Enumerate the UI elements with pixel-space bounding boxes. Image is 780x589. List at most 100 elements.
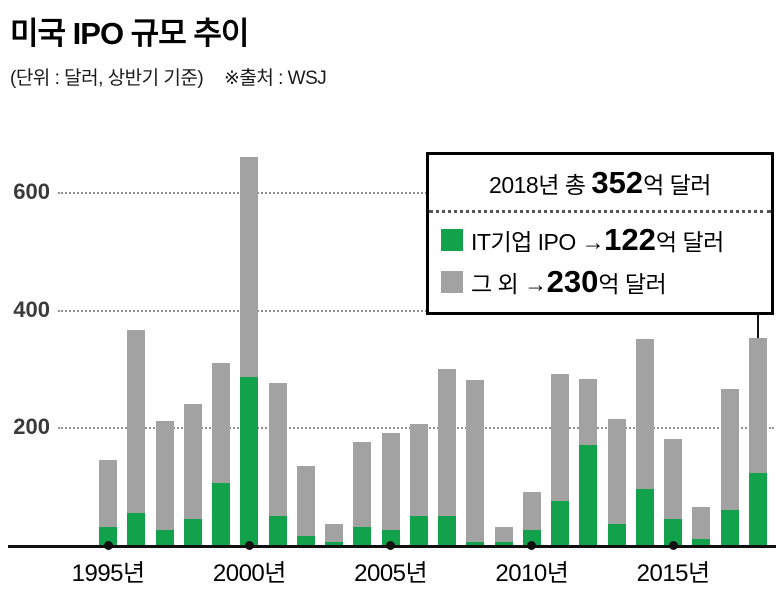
bar-2002-other-segment bbox=[296, 465, 315, 537]
bar-2002 bbox=[296, 465, 315, 545]
y-axis-label-200: 200 bbox=[13, 414, 50, 440]
bar-1997 bbox=[155, 421, 174, 545]
bar-2007-it-segment bbox=[438, 515, 457, 545]
bar-2018-it-segment bbox=[748, 473, 767, 545]
bar-1997-it-segment bbox=[155, 530, 174, 545]
bar-1996-it-segment bbox=[127, 512, 146, 545]
bar-2004-other-segment bbox=[353, 442, 372, 528]
bar-2017 bbox=[720, 389, 739, 545]
axis-tick-dot-2000년 bbox=[244, 541, 254, 550]
bar-2017-other-segment bbox=[720, 389, 739, 510]
bar-2001-other-segment bbox=[268, 383, 287, 516]
x-axis-label-1995년: 1995년 bbox=[71, 560, 145, 587]
bar-2007-other-segment bbox=[438, 368, 457, 516]
bar-2000-other-segment bbox=[240, 156, 259, 378]
bar-2013 bbox=[607, 418, 626, 545]
bar-2015-it-segment bbox=[664, 518, 683, 545]
chart-header: 미국 IPO 규모 추이 (단위 : 달러, 상반기 기준) ※출처 : WSJ bbox=[10, 8, 327, 90]
source-note: ※출처 : WSJ bbox=[223, 68, 327, 89]
bar-2008-other-segment bbox=[466, 380, 485, 543]
bar-2001-it-segment bbox=[268, 515, 287, 545]
y-axis-label-400: 400 bbox=[13, 296, 50, 322]
highlight-marker-line bbox=[756, 309, 759, 338]
axis-tick-dot-2010년 bbox=[527, 541, 537, 550]
it-swatch-icon bbox=[441, 229, 463, 251]
bar-2001 bbox=[268, 383, 287, 545]
bar-2006-other-segment bbox=[409, 424, 428, 516]
bar-2009 bbox=[494, 527, 513, 545]
bar-2014-it-segment bbox=[635, 489, 654, 545]
legend-total-prefix: 2018년 총 bbox=[489, 172, 592, 198]
legend-it-label: IT기업 IPO → bbox=[471, 229, 605, 255]
bar-2009-it-segment bbox=[494, 542, 513, 545]
bar-2013-it-segment bbox=[607, 524, 626, 545]
bar-2016 bbox=[692, 506, 711, 545]
bar-1998-it-segment bbox=[183, 518, 202, 545]
gridline-400 bbox=[58, 309, 774, 312]
bar-2003-other-segment bbox=[325, 524, 344, 543]
subtitle: (단위 : 달러, 상반기 기준) ※출처 : WSJ bbox=[10, 63, 327, 90]
x-axis-label-2005년: 2005년 bbox=[354, 560, 428, 587]
bar-2012 bbox=[579, 378, 598, 545]
legend-other-label: 그 외 → bbox=[471, 271, 547, 297]
bar-2008-it-segment bbox=[466, 542, 485, 545]
unit-note: (단위 : 달러, 상반기 기준) bbox=[10, 68, 204, 89]
legend-it-value: 122 bbox=[604, 222, 656, 257]
bar-1996-other-segment bbox=[127, 330, 146, 513]
bar-2002-it-segment bbox=[296, 536, 315, 545]
y-axis-label-600: 600 bbox=[13, 179, 50, 205]
bar-1996 bbox=[127, 330, 146, 545]
bar-2018 bbox=[748, 337, 767, 545]
bar-2016-other-segment bbox=[692, 506, 711, 540]
bar-1995 bbox=[99, 459, 118, 545]
bar-2014 bbox=[635, 339, 654, 545]
bar-1998-other-segment bbox=[183, 403, 202, 519]
legend-divider bbox=[429, 210, 771, 213]
bar-2015 bbox=[664, 439, 683, 545]
bar-2006 bbox=[409, 424, 428, 545]
bar-1999-it-segment bbox=[212, 483, 231, 545]
axis-tick-dot-2005년 bbox=[386, 541, 396, 550]
plot-area bbox=[94, 145, 772, 545]
bar-2011-it-segment bbox=[551, 500, 570, 545]
legend-total-suffix: 억 달러 bbox=[643, 172, 711, 198]
bar-2015-other-segment bbox=[664, 439, 683, 519]
legend-it-suffix: 억 달러 bbox=[655, 229, 724, 255]
bar-2007 bbox=[438, 368, 457, 545]
legend-box: 2018년 총 352억 달러 IT기업 IPO → 122 억 달러 그 외 → … bbox=[426, 152, 774, 315]
bar-2006-it-segment bbox=[409, 515, 428, 545]
bar-2004 bbox=[353, 442, 372, 545]
x-axis-label-2000년: 2000년 bbox=[212, 560, 286, 587]
bar-1997-other-segment bbox=[155, 421, 174, 531]
bar-2017-it-segment bbox=[720, 509, 739, 545]
legend-item-it: IT기업 IPO → 122 억 달러 bbox=[441, 222, 759, 258]
bar-2003-it-segment bbox=[325, 542, 344, 545]
bar-1995-other-segment bbox=[99, 459, 118, 528]
other-swatch-icon bbox=[441, 271, 463, 293]
bar-1995-it-segment bbox=[99, 527, 118, 545]
bar-2000 bbox=[240, 156, 259, 545]
bar-1999-other-segment bbox=[212, 362, 231, 484]
bar-2011-other-segment bbox=[551, 374, 570, 501]
bar-2010 bbox=[522, 492, 541, 545]
bar-2000-it-segment bbox=[240, 377, 259, 545]
bar-2012-it-segment bbox=[579, 445, 598, 545]
page-title: 미국 IPO 규모 추이 bbox=[10, 16, 249, 51]
bar-2005-other-segment bbox=[381, 433, 400, 531]
bar-2008 bbox=[466, 380, 485, 545]
bar-2005-it-segment bbox=[381, 530, 400, 545]
legend-other-value: 230 bbox=[546, 264, 599, 299]
bar-2009-other-segment bbox=[494, 527, 513, 543]
bar-1998 bbox=[183, 403, 202, 545]
legend-other-suffix: 억 달러 bbox=[598, 271, 667, 297]
axis-tick-dot-1995년 bbox=[103, 541, 113, 550]
bar-2012-other-segment bbox=[579, 378, 598, 445]
x-axis-label-2015년: 2015년 bbox=[636, 560, 710, 587]
legend-item-other: 그 외 → 230 억 달러 bbox=[441, 264, 759, 300]
legend-total: 2018년 총 352억 달러 bbox=[441, 165, 759, 201]
bar-2018-other-segment bbox=[748, 337, 767, 474]
x-axis-label-2010년: 2010년 bbox=[495, 560, 569, 587]
bar-2003 bbox=[325, 524, 344, 545]
bar-2016-it-segment bbox=[692, 539, 711, 545]
